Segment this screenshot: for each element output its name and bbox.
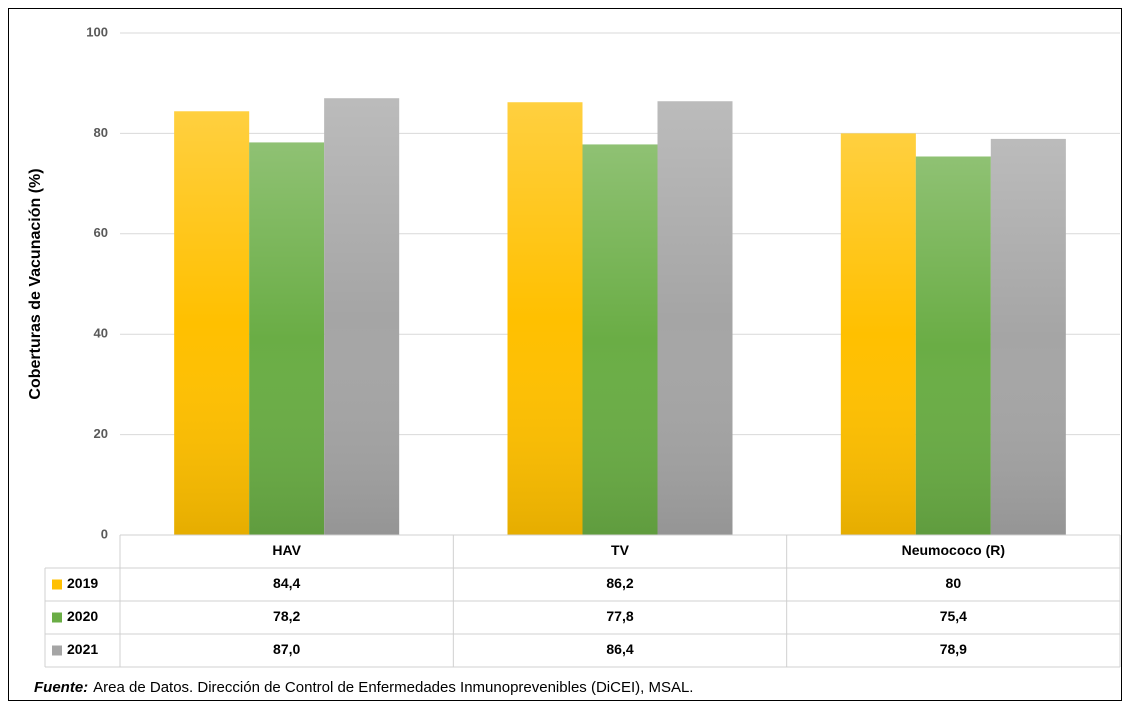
source-label: Fuente: (34, 679, 88, 696)
source-text: Area de Datos. Dirección de Control de E… (93, 679, 693, 696)
bar (657, 101, 733, 535)
bar (249, 142, 325, 535)
bar (990, 138, 1066, 535)
data-label: 86,2 (606, 575, 633, 591)
legend-label: 2020 (67, 608, 98, 624)
data-label: 80 (946, 575, 962, 591)
bar (582, 144, 658, 535)
bar (324, 98, 400, 535)
x-tick-label: Neumococo (R) (902, 542, 1005, 558)
y-axis-title: Coberturas de Vacunación (%) (27, 168, 44, 399)
data-label: 77,8 (606, 608, 633, 624)
data-label: 86,4 (606, 641, 633, 657)
data-label: 84,4 (273, 575, 300, 591)
bar (840, 133, 916, 535)
bar (915, 156, 991, 535)
data-label: 78,9 (940, 641, 967, 657)
bar (174, 111, 250, 535)
y-tick-label: 100 (86, 24, 108, 39)
x-tick-label: HAV (272, 542, 301, 558)
y-tick-label: 60 (94, 225, 108, 240)
legend-key (52, 579, 62, 590)
data-label: 87,0 (273, 641, 300, 657)
y-tick-label: 40 (94, 326, 108, 341)
y-tick-label: 80 (94, 125, 108, 140)
bar (507, 102, 583, 535)
legend-key (52, 645, 62, 656)
legend-label: 2019 (67, 575, 98, 591)
legend-key (52, 612, 62, 623)
y-tick-label: 20 (94, 426, 108, 441)
data-label: 75,4 (940, 608, 967, 624)
frame (8, 8, 1122, 701)
legend-label: 2021 (67, 641, 98, 657)
y-tick-label: 0 (101, 526, 108, 541)
x-tick-label: TV (611, 542, 630, 558)
source: Fuente: Area de Datos. Dirección de Contr… (34, 679, 693, 696)
data-label: 78,2 (273, 608, 300, 624)
